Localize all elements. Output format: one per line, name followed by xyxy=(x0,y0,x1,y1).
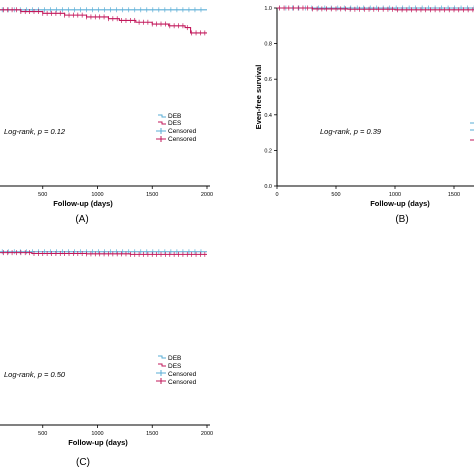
panel-b-y-ticks: 0.0 0.2 0.4 0.6 0.8 1.0 xyxy=(264,6,277,190)
y-tick-label: 0.8 xyxy=(264,42,272,48)
panel-c-x-label: Follow-up (days) xyxy=(68,438,128,447)
km-curve-des xyxy=(0,9,207,34)
panel-c-legend: DEB DES Censored Censored xyxy=(156,355,197,386)
panel-c: 500 1000 1500 2000 Log-rank, p = 0.50 DEB D… xyxy=(0,249,213,468)
panel-a-x-label: Follow-up (days) xyxy=(53,199,113,208)
panel-c-x-ticks: 500 1000 1500 2000 xyxy=(38,425,213,437)
panel-b-caption: (B) xyxy=(395,214,408,225)
legend-deb-label: DEB xyxy=(168,113,181,120)
legend-censored-des-label: Censored xyxy=(168,136,197,143)
panel-c-annotation: Log-rank, p = 0.50 xyxy=(4,370,66,379)
x-tick-label: 500 xyxy=(331,192,340,198)
panel-b-curves xyxy=(277,5,474,13)
panel-c-curves xyxy=(0,249,207,257)
panel-a-caption: (A) xyxy=(75,214,88,225)
panel-c-caption: (C) xyxy=(76,457,90,468)
panel-a-curves xyxy=(0,7,207,36)
y-tick-label: 0.0 xyxy=(264,184,272,190)
legend-censored-des-label: Censored xyxy=(168,379,197,386)
x-tick-label: 1500 xyxy=(146,431,158,437)
panel-a-x-ticks: 500 1000 1500 2000 xyxy=(38,186,213,198)
legend-deb-symbol xyxy=(158,114,166,118)
legend-censored-deb-label: Censored xyxy=(168,371,197,378)
legend-deb-label: DEB xyxy=(168,355,181,362)
legend-censored-deb-label: Censored xyxy=(168,128,197,135)
x-tick-label: 1500 xyxy=(146,192,158,198)
x-tick-label: 1000 xyxy=(389,192,401,198)
x-tick-label: 2000 xyxy=(201,431,213,437)
x-tick-label: 500 xyxy=(38,192,47,198)
legend-des-label: DES xyxy=(168,363,182,370)
panel-a-annotation: Log-rank, p = 0.12 xyxy=(4,127,66,136)
panel-b-x-ticks: 0 500 1000 1500 xyxy=(275,186,460,198)
legend-des-symbol xyxy=(158,363,166,367)
panel-a-legend: DEB DES Censored Censored xyxy=(156,113,197,143)
panel-b-annotation: Log-rank, p = 0.39 xyxy=(320,127,382,136)
legend-deb-symbol xyxy=(158,355,166,359)
panel-b-x-label: Follow-up (days) xyxy=(370,199,430,208)
y-tick-label: 0.2 xyxy=(264,148,272,154)
legend-des-label: DES xyxy=(168,120,182,127)
panel-b-y-label: Even-free survival xyxy=(254,65,263,130)
x-tick-label: 1000 xyxy=(91,192,103,198)
panel-b-legend-partial xyxy=(470,122,474,141)
x-tick-label: 0 xyxy=(275,192,278,198)
panel-b: 0.0 0.2 0.4 0.6 0.8 1.0 0 500 1000 1500 Even-fre… xyxy=(254,5,474,225)
panel-a: 500 1000 1500 2000 Log-rank, p = 0.12 DEB D… xyxy=(0,7,213,225)
x-tick-label: 1000 xyxy=(91,431,103,437)
y-tick-label: 0.4 xyxy=(264,113,272,119)
km-curve-des xyxy=(0,252,207,255)
x-tick-label: 500 xyxy=(38,431,47,437)
x-tick-label: 2000 xyxy=(201,192,213,198)
legend-des-symbol xyxy=(158,121,166,125)
x-tick-label: 1500 xyxy=(448,192,460,198)
y-tick-label: 0.6 xyxy=(264,77,272,83)
y-tick-label: 1.0 xyxy=(264,6,272,12)
